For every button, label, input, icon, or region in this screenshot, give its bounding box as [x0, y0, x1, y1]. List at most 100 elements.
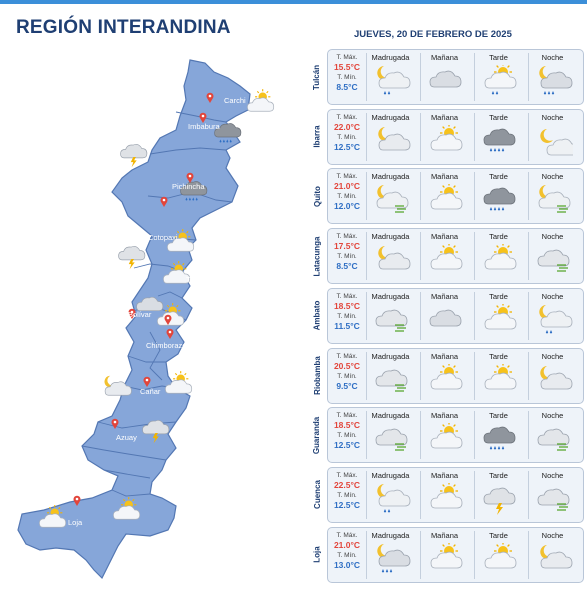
period-cell: Tarde — [474, 291, 522, 340]
partly-sunny-icon — [163, 261, 191, 284]
interandean-region-map: Carchi Imbabura Pichincha Cotopaxi Tungu… — [17, 59, 275, 580]
night-partly-cloudy-icon — [540, 128, 573, 156]
city-name: Tulcán — [309, 49, 325, 105]
partly-sunny-icon — [484, 303, 517, 330]
tmin-label: T. Mín. — [337, 312, 357, 320]
night-cloud-fog-icon — [376, 185, 409, 214]
tmax-value: 21.0°C — [333, 539, 361, 550]
partly-sunny-light-rain-icon — [484, 65, 517, 95]
tmin-label: T. Mín. — [337, 74, 357, 81]
tmin-value: 8.5°C — [336, 261, 358, 272]
partly-sunny-icon — [430, 244, 463, 270]
forecast-date: JUEVES, 20 DE FEBRERO DE 2025 — [354, 29, 512, 40]
period-cell: Tarde — [474, 53, 522, 101]
period-heading: Madrugada — [371, 411, 410, 421]
region-outline — [17, 59, 251, 580]
city-name: Quito — [309, 168, 325, 224]
period-cell: Noche — [528, 351, 576, 400]
forecast-row: Quito T. Máx. 21.0°C T. Mín. 12.0°C Madr… — [309, 168, 584, 225]
tmin-label: T. Mín. — [337, 551, 357, 559]
city-name: Guaranda — [309, 407, 325, 463]
tmax-label: T. Máx. — [336, 412, 358, 420]
cloudy-icon — [429, 70, 462, 88]
night-cloudy-icon — [104, 375, 132, 396]
period-heading: Madrugada — [371, 232, 410, 242]
partly-sunny-icon — [430, 363, 463, 389]
top-accent-bar — [0, 0, 587, 4]
partly-sunny-icon — [430, 542, 463, 568]
period-heading: Noche — [541, 53, 564, 62]
period-cell: Noche — [528, 530, 576, 579]
city-pin — [206, 92, 214, 103]
city-pin — [186, 172, 194, 183]
tmin-value: 13.0°C — [333, 559, 361, 570]
tmax-value: 22.0°C — [333, 121, 361, 132]
partly-sunny-icon — [247, 89, 275, 112]
cloud-storm-icon — [118, 246, 146, 270]
night-cloud-rain-icon — [377, 543, 411, 572]
city-map-label: Chimborazo — [146, 341, 186, 350]
tmax-value: 18.5°C — [333, 300, 361, 311]
period-cell: Mañana — [420, 291, 468, 340]
period-cell: Noche — [528, 291, 576, 340]
temperature-block: T. Máx. 17.5°C T. Mín. 8.5°C — [330, 232, 364, 272]
period-cell: Noche — [528, 53, 576, 101]
period-heading: Tarde — [489, 112, 508, 122]
tmax-value: 21.0°C — [333, 181, 361, 192]
period-cell: Mañana — [420, 232, 468, 281]
night-cloudy-icon — [378, 126, 411, 151]
period-cell: Noche — [528, 470, 576, 519]
period-cell: Tarde — [474, 112, 522, 161]
city-map-label: Bolívar — [128, 310, 152, 319]
period-cell: Noche — [528, 112, 576, 161]
city-name-text: Loja — [312, 546, 322, 563]
tmax-value: 20.5°C — [333, 360, 361, 371]
tmax-label: T. Máx. — [336, 233, 358, 241]
storm-cloud-rain-icon — [483, 188, 516, 211]
period-heading: Noche — [541, 291, 564, 301]
temperature-block: T. Máx. 18.5°C T. Mín. 12.5°C — [330, 411, 364, 451]
period-heading: Tarde — [489, 291, 508, 301]
city-pin — [128, 308, 136, 319]
tmin-label: T. Mín. — [337, 133, 357, 141]
cloudy-icon — [136, 296, 164, 312]
city-name-text: Guaranda — [312, 416, 322, 454]
period-heading: Noche — [541, 232, 564, 242]
city-name: Loja — [309, 527, 325, 583]
period-heading: Noche — [541, 411, 564, 421]
tmin-value: 12.5°C — [333, 141, 361, 152]
forecast-card: T. Máx. 18.5°C T. Mín. 12.5°C Madrugada … — [327, 407, 584, 464]
forecast-card: T. Máx. 21.0°C T. Mín. 13.0°C Madrugada … — [327, 526, 584, 583]
period-heading: Madrugada — [371, 470, 410, 480]
period-cell: Madrugada — [366, 112, 414, 161]
night-cloud-light-rain-icon — [377, 483, 411, 513]
tmax-label: T. Máx. — [336, 352, 358, 360]
cloudy-icon — [429, 309, 462, 327]
tmax-label: T. Máx. — [336, 471, 358, 479]
cloud-fog-icon — [537, 249, 570, 272]
period-heading: Noche — [541, 530, 564, 540]
period-heading: Mañana — [430, 411, 459, 421]
forecast-card: T. Máx. 22.5°C T. Mín. 12.5°C Madrugada … — [327, 466, 584, 523]
period-heading: Noche — [541, 351, 564, 361]
period-cell: Tarde — [474, 232, 522, 281]
forecast-row: Ambato T. Máx. 18.5°C T. Mín. 11.5°C Mad… — [309, 287, 584, 344]
period-heading: Mañana — [430, 232, 459, 242]
period-heading: Mañana — [430, 530, 459, 540]
storm-cloud-rain-icon — [180, 181, 208, 201]
city-name: Latacunga — [309, 228, 325, 284]
period-heading: Noche — [541, 112, 564, 122]
period-heading: Mañana — [430, 351, 459, 361]
temperature-block: T. Máx. 22.0°C T. Mín. 12.5°C — [330, 113, 364, 153]
period-cell: Tarde — [474, 470, 522, 519]
tmin-value: 11.5°C — [334, 320, 360, 331]
forecast-row: Guaranda T. Máx. 18.5°C T. Mín. 12.5°C M… — [309, 407, 584, 464]
period-cell: Madrugada — [366, 470, 414, 519]
period-cell: Mañana — [420, 112, 468, 161]
tmin-label: T. Mín. — [337, 253, 357, 261]
period-cell: Mañana — [420, 351, 468, 400]
period-heading: Noche — [541, 470, 564, 480]
period-cell: Noche — [528, 411, 576, 460]
period-cell: Noche — [528, 172, 576, 221]
forecast-card: T. Máx. 22.0°C T. Mín. 12.5°C Madrugada … — [327, 108, 584, 165]
